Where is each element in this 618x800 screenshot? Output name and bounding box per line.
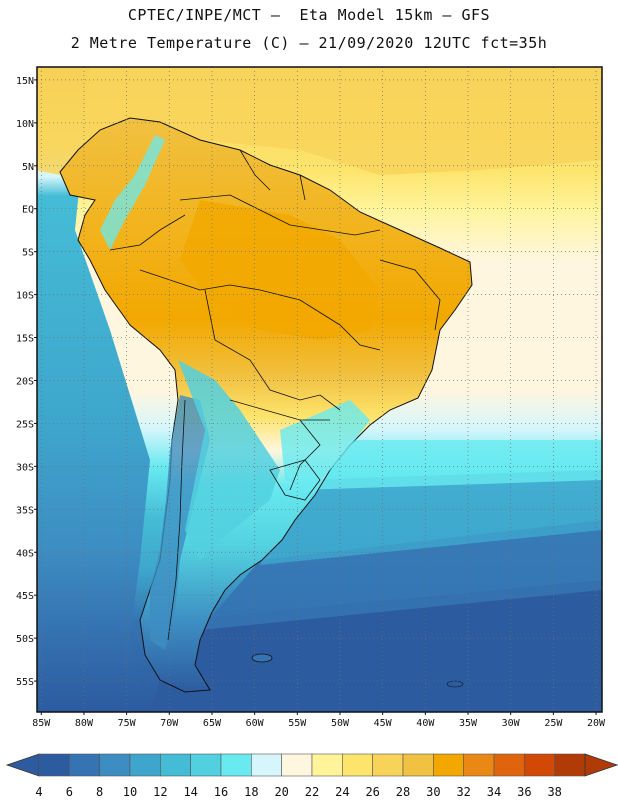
colorbar-label: 38 — [547, 785, 561, 799]
colorbar-swatch — [524, 753, 555, 777]
lon-label: 35W — [459, 718, 478, 729]
pacific-ocean-field — [37, 67, 150, 712]
colorbar-label: 4 — [35, 785, 42, 799]
lon-label: 50W — [331, 718, 350, 729]
colorbar-right-arrow — [584, 753, 618, 777]
lat-label: EQ — [22, 205, 34, 216]
colorbar-swatch — [372, 753, 404, 777]
colorbar-swatch — [99, 753, 131, 777]
colorbar-swatch — [220, 753, 252, 777]
lat-label: 40S — [16, 548, 34, 559]
colorbar-swatch — [554, 753, 586, 777]
lat-label: 50S — [16, 634, 34, 645]
lat-label: 45S — [16, 591, 34, 602]
colorbar-swatch — [281, 753, 313, 777]
lat-label: 15S — [16, 334, 34, 345]
lon-label: 45W — [374, 718, 393, 729]
colorbar-left-arrow — [5, 753, 40, 777]
colorbar-swatch — [38, 753, 70, 777]
title-line-1: CPTEC/INPE/MCT – Eta Model 15km – GFS — [127, 6, 491, 24]
colorbar-swatch — [402, 753, 434, 777]
colorbar-swatch — [493, 753, 525, 777]
lat-label: 20S — [16, 376, 34, 387]
lon-label: 55W — [288, 718, 307, 729]
colorbar-label: 24 — [335, 785, 349, 799]
lon-label: 25W — [544, 718, 563, 729]
lon-label: 30W — [502, 718, 521, 729]
colorbar-label: 28 — [396, 785, 410, 799]
colorbar-swatch — [69, 753, 100, 777]
colorbar-label: 8 — [96, 785, 103, 799]
colorbar-label: 36 — [517, 785, 531, 799]
colorbar-swatch — [433, 753, 464, 777]
lat-label: 10N — [16, 119, 34, 130]
lat-label: 5S — [22, 248, 34, 259]
lon-label: 40W — [416, 718, 435, 729]
colorbar: 4 6 8 10 12 14 16 18 20 22 24 26 28 30 32 34 36 38 — [5, 753, 618, 799]
colorbar-label: 14 — [183, 785, 197, 799]
lat-label: 5N — [22, 162, 34, 173]
lon-label: 80W — [75, 718, 94, 729]
lon-label: 75W — [118, 718, 137, 729]
map-frame — [36, 66, 603, 713]
colorbar-label: 32 — [456, 785, 470, 799]
lat-label: 15N — [16, 76, 34, 87]
country-borders — [109, 149, 441, 641]
lon-label: 65W — [203, 718, 222, 729]
lat-label: 30S — [16, 462, 34, 473]
colorbar-swatch — [190, 753, 222, 777]
lon-label: 60W — [246, 718, 265, 729]
colorbar-swatch — [160, 753, 191, 777]
colorbar-label: 12 — [153, 785, 167, 799]
colorbar-swatch — [463, 753, 495, 777]
lon-label: 20W — [587, 718, 606, 729]
colorbar-label: 26 — [365, 785, 379, 799]
colorbar-swatch — [251, 753, 282, 777]
colorbar-label: 22 — [305, 785, 319, 799]
lat-label: 55S — [16, 677, 34, 688]
colorbar-swatch — [129, 753, 161, 777]
caribbean-warm-band — [37, 67, 602, 175]
colorbar-label: 34 — [487, 785, 501, 799]
lat-label: 25S — [16, 419, 34, 430]
title-line-2: 2 Metre Temperature (C) – 21/09/2020 12U… — [70, 34, 548, 52]
colorbar-label: 18 — [244, 785, 258, 799]
lon-label: 85W — [32, 718, 51, 729]
colorbar-label: 6 — [66, 785, 73, 799]
colorbar-label: 20 — [274, 785, 288, 799]
colorbar-label: 30 — [426, 785, 440, 799]
latitude-labels: 15N 10N 5N EQ 5S 10S 15S 20S 25S 30S 35S 40S 45S 50S 5… — [16, 76, 37, 688]
colorbar-swatch — [342, 753, 373, 777]
lon-label: 70W — [160, 718, 179, 729]
colorbar-label: 16 — [214, 785, 228, 799]
lat-label: 10S — [16, 291, 34, 302]
colorbar-label: 10 — [123, 785, 137, 799]
colorbar-swatch — [311, 753, 343, 777]
longitude-labels: 85W 80W 75W 70W 65W 60W 55W 50W 45W 40W 35W 30W 25W 2… — [32, 712, 606, 729]
falkland-islands — [251, 653, 273, 663]
lat-label: 35S — [16, 505, 34, 516]
map-area — [37, 67, 602, 712]
